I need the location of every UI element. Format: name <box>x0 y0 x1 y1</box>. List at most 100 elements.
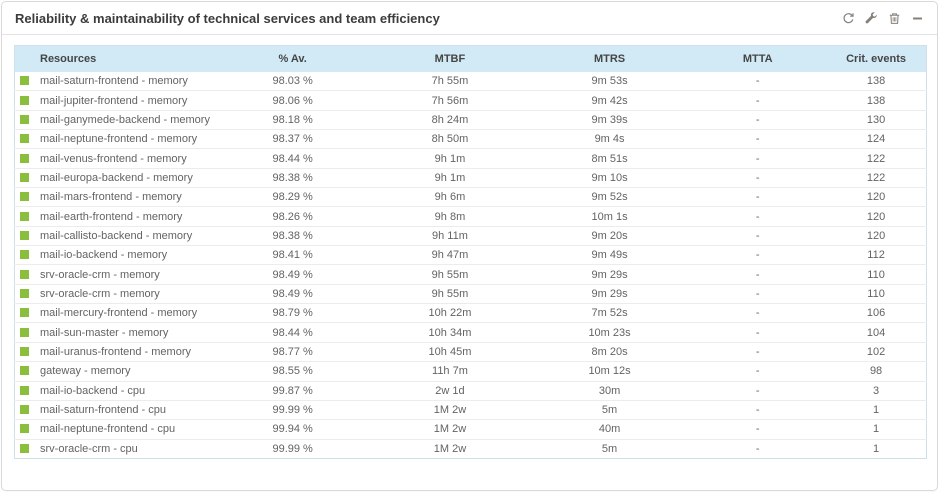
resource-name: mail-neptune-frontend - cpu <box>40 423 176 436</box>
mtta-cell: - <box>689 110 827 131</box>
crit-events-cell: 138 <box>826 90 927 111</box>
table-row[interactable]: mail-mercury-frontend - memory 98.79 % 10h… <box>14 303 927 324</box>
trash-icon[interactable] <box>887 11 901 25</box>
wrench-icon[interactable] <box>864 11 878 25</box>
mtrs-cell: 5m <box>601 442 618 455</box>
status-ok-icon <box>20 75 29 85</box>
table-row[interactable]: mail-saturn-frontend - memory 98.03 % 7h 5… <box>14 71 927 92</box>
mtta-cell: - <box>689 303 827 324</box>
table-row[interactable]: mail-earth-frontend - memory 98.26 % 9h 8m… <box>14 206 927 227</box>
table-row[interactable]: srv-oracle-crm - cpu 99.99 % 1M 2w 5m - 1 <box>15 439 927 458</box>
mtrs-cell: 5m <box>529 400 690 421</box>
table-row[interactable]: mail-callisto-backend - memory 98.38 % 9h … <box>14 226 927 247</box>
mtrs-cell: 9m 53s <box>529 71 690 92</box>
table-row[interactable]: mail-uranus-frontend - memory 98.77 % 10h … <box>14 342 927 363</box>
status-ok-icon <box>20 308 29 318</box>
resource-name: gateway - memory <box>40 365 131 378</box>
status-ok-icon <box>20 95 29 105</box>
crit-events-cell: 102 <box>826 342 927 363</box>
mtta-cell: - <box>689 187 827 208</box>
widget-title: Reliability & maintainability of technic… <box>15 10 440 26</box>
availability-cell: 98.03 % <box>215 71 371 92</box>
mtrs-cell: 8m 51s <box>529 148 690 169</box>
table-row[interactable]: mail-jupiter-frontend - memory 98.06 % 7h … <box>14 90 927 111</box>
table-row[interactable]: mail-mars-frontend - memory 98.29 % 9h 6m 9… <box>14 187 927 208</box>
column-header-mtta[interactable]: MTTA <box>689 45 827 72</box>
reliability-table: Resources % Av. MTBF MTRS MTTA Crit. eve… <box>14 45 927 459</box>
mtta-cell: - <box>689 90 827 111</box>
resource-cell: mail-callisto-backend - memory <box>14 226 216 247</box>
availability-cell: 98.29 % <box>215 187 371 208</box>
availability-cell: 99.99 % <box>215 400 371 421</box>
mtbf-cell: 1M 2w <box>433 442 467 455</box>
status-ok-icon <box>20 114 29 124</box>
status-ok-icon <box>20 288 29 298</box>
availability-cell: 98.49 % <box>215 284 371 305</box>
status-ok-icon <box>20 269 29 279</box>
availability-cell: 99.94 % <box>215 419 371 440</box>
column-header-crit-events[interactable]: Crit. events <box>826 45 927 72</box>
crit-events-cell: 1 <box>826 400 927 421</box>
resource-cell: mail-uranus-frontend - memory <box>14 342 216 363</box>
minimize-icon[interactable] <box>910 11 924 25</box>
availability-cell: 99.99 % <box>272 442 313 455</box>
table-row[interactable]: mail-venus-frontend - memory 98.44 % 9h 1m… <box>14 148 927 169</box>
status-ok-icon <box>20 230 29 240</box>
mtta-cell: - <box>689 322 827 343</box>
status-ok-icon <box>20 346 29 356</box>
crit-events-cell: 122 <box>826 148 927 169</box>
refresh-icon[interactable] <box>841 11 855 25</box>
mtbf-cell: 1M 2w <box>370 400 530 421</box>
resource-cell: srv-oracle-crm - cpu <box>15 439 216 458</box>
mtbf-cell: 9h 8m <box>370 206 530 227</box>
mtrs-cell: 10m 23s <box>529 322 690 343</box>
table-row[interactable]: gateway - memory 98.55 % 11h 7m 10m 12s -98 <box>14 361 927 382</box>
mtta-cell: - <box>689 264 827 285</box>
crit-events-cell: 98 <box>826 361 927 382</box>
table-row[interactable]: mail-neptune-frontend - cpu 99.94 % 1M 2w 4… <box>14 419 927 440</box>
table-row[interactable]: mail-neptune-frontend - memory 98.37 % 8h … <box>14 129 927 150</box>
mtrs-cell: 9m 29s <box>529 264 690 285</box>
mtrs-cell: 9m 20s <box>529 226 690 247</box>
resource-name: mail-io-backend - memory <box>40 249 168 262</box>
resource-name: mail-io-backend - cpu <box>40 384 146 397</box>
table-row[interactable]: mail-ganymede-backend - memory 98.18 % 8h … <box>14 110 927 131</box>
resource-name: mail-earth-frontend - memory <box>40 210 183 223</box>
mtrs-cell: 7m 52s <box>529 303 690 324</box>
mtta-cell: - <box>689 129 827 150</box>
status-ok-icon <box>20 327 29 337</box>
resource-cell: gateway - memory <box>14 361 216 382</box>
resource-cell: mail-mercury-frontend - memory <box>14 303 216 324</box>
table-row[interactable]: mail-io-backend - cpu 99.87 % 2w 1d 30m -3 <box>14 381 927 401</box>
column-header-resources[interactable]: Resources <box>14 45 216 72</box>
mtta-cell: - <box>689 381 827 401</box>
resource-name: mail-europa-backend - memory <box>40 171 193 184</box>
table-row[interactable]: mail-sun-master - memory 98.44 % 10h 34m 10… <box>14 322 927 343</box>
resource-cell: mail-neptune-frontend - memory <box>14 129 216 150</box>
table-row[interactable]: srv-oracle-crm - memory 98.49 % 9h 55m 9m 2… <box>14 284 927 305</box>
resource-name: mail-sun-master - memory <box>40 326 169 339</box>
resource-cell: mail-europa-backend - memory <box>14 168 216 189</box>
mtbf-cell: 10h 22m <box>370 303 530 324</box>
status-ok-icon <box>20 250 29 260</box>
crit-events-cell: 3 <box>826 381 927 401</box>
resource-cell: mail-saturn-frontend - memory <box>14 71 216 92</box>
mtta-cell: - <box>689 361 827 382</box>
mtbf-cell: 9h 55m <box>370 284 530 305</box>
column-header-mtrs[interactable]: MTRS <box>529 45 690 72</box>
status-ok-icon <box>20 172 29 182</box>
mtrs-cell: 9m 29s <box>529 284 690 305</box>
resource-name: mail-saturn-frontend - cpu <box>40 404 166 417</box>
resource-cell: mail-earth-frontend - memory <box>14 206 216 227</box>
mtbf-cell: 7h 56m <box>370 90 530 111</box>
mtrs-cell: 10m 1s <box>529 206 690 227</box>
table-row[interactable]: mail-saturn-frontend - cpu 99.99 % 1M 2w 5m… <box>14 400 927 421</box>
resource-name: srv-oracle-crm - memory <box>40 287 160 300</box>
table-header: Resources % Av. MTBF MTRS MTTA Crit. eve… <box>14 45 927 72</box>
table-row[interactable]: mail-io-backend - memory 98.41 % 9h 47m 9m … <box>14 245 927 266</box>
table-row[interactable]: srv-oracle-crm - memory 98.49 % 9h 55m 9m 2… <box>14 264 927 285</box>
column-header-availability[interactable]: % Av. <box>215 45 371 72</box>
column-header-mtbf[interactable]: MTBF <box>370 45 530 72</box>
mtrs-cell: 10m 12s <box>529 361 690 382</box>
table-row[interactable]: mail-europa-backend - memory 98.38 % 9h 1m… <box>14 168 927 189</box>
